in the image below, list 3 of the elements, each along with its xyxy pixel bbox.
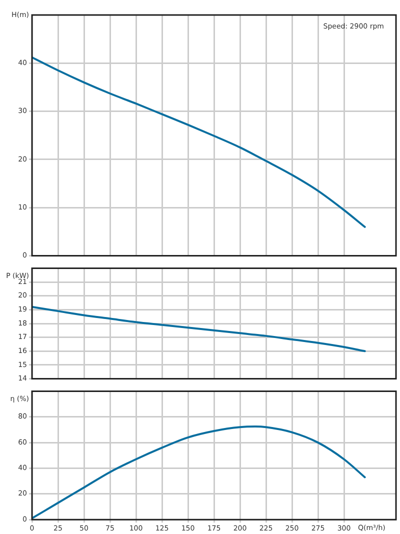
- line-series: [32, 306, 366, 352]
- line-series: [32, 56, 366, 228]
- line-series: [32, 426, 366, 520]
